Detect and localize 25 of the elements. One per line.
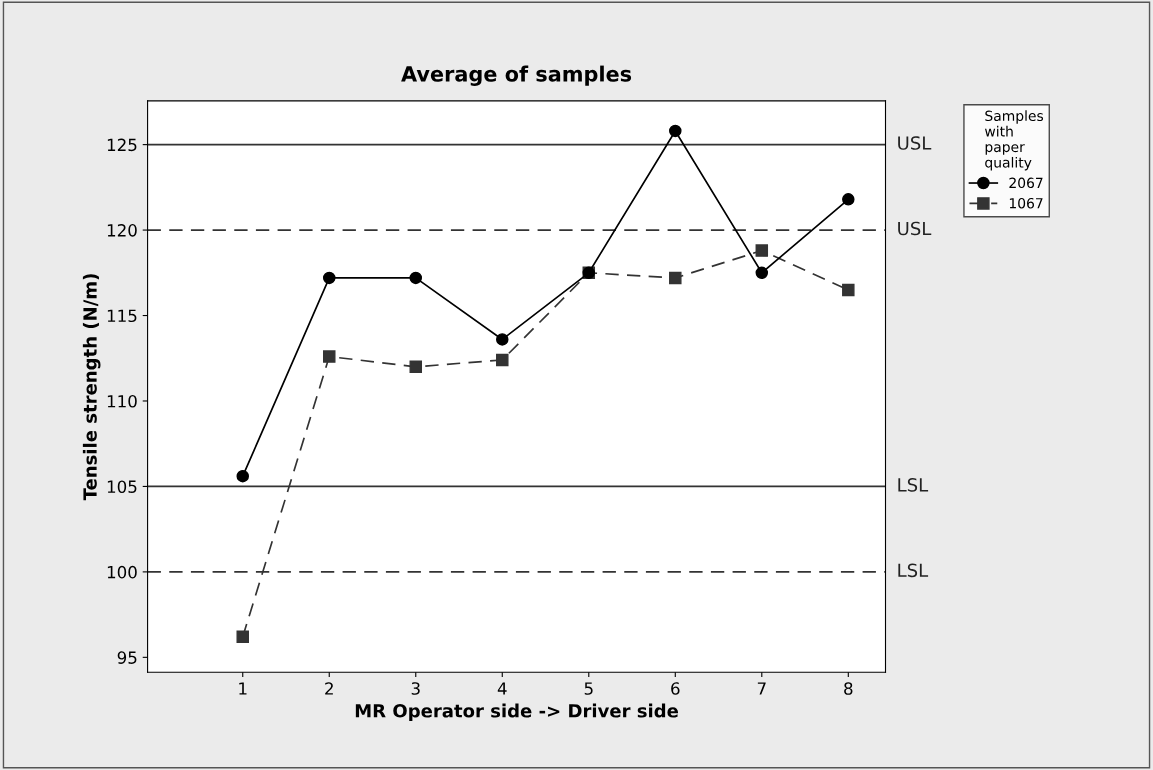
ref-line-label: USL — [898, 221, 932, 236]
legend-title: Samples with paper quality — [985, 110, 1044, 171]
x-tick-label: 3 — [411, 682, 420, 695]
y-tick-label: 100 — [107, 565, 137, 579]
y-tick-label: 115 — [107, 309, 137, 323]
x-tick-label: 4 — [497, 682, 507, 695]
ref-line-label: USL — [898, 136, 932, 150]
x-tick-label: 8 — [844, 682, 853, 695]
y-tick-label: 110 — [107, 394, 137, 408]
y-tick-label: 95 — [117, 651, 137, 664]
chart-title: Average of samples — [401, 65, 632, 86]
y-tick-label: 120 — [107, 224, 137, 237]
legend-label: 2067 — [1009, 177, 1043, 189]
x-tick-label: 6 — [671, 682, 680, 695]
x-tick-label: 5 — [584, 682, 593, 695]
ref-line-label: LSL — [898, 563, 929, 578]
ref-line-label: LSL — [898, 478, 929, 492]
y-tick-label: 125 — [107, 138, 137, 152]
legend-label: 1067 — [1009, 197, 1043, 209]
x-tick-label: 2 — [325, 682, 333, 695]
y-tick-label: 105 — [107, 480, 137, 493]
y-axis-title: Tensile strength (N/m) — [82, 274, 101, 501]
x-tick-label: 7 — [757, 682, 766, 695]
x-tick-label: 1 — [239, 682, 247, 695]
x-axis-title: MR Operator side -> Driver side — [355, 703, 679, 722]
